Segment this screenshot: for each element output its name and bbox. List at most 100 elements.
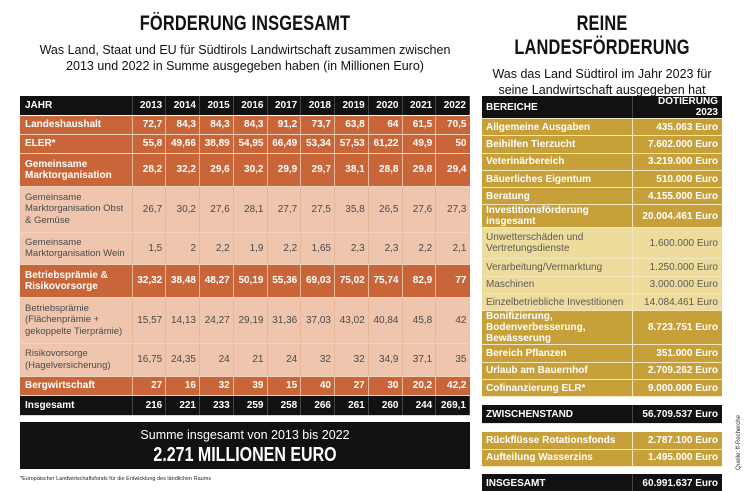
table-row: Gemeinsame Marktorganisation Wein 1,5 2 2,2… (20, 232, 470, 265)
cell-value: 37,1 (402, 343, 437, 377)
cell-value: 2,2 (199, 232, 234, 265)
cell-value: 32 (334, 343, 369, 377)
row-value: 3.219.000 Euro (631, 153, 722, 171)
cell-value: 29,4 (435, 153, 470, 187)
header-year: 2022 (435, 96, 470, 116)
cell-value: 26,5 (368, 186, 403, 233)
row-label: Gemeinsame Marktorganisation (20, 153, 133, 187)
spacer-cell (482, 396, 722, 405)
cell-value: 2,3 (334, 232, 369, 265)
cell-value: 261 (334, 395, 369, 416)
row-label: Einzelbetriebliche Investitionen (482, 293, 632, 312)
cell-value: 84,3 (233, 115, 268, 135)
cell-value: 27,7 (267, 186, 302, 233)
cell-value: 50,19 (233, 264, 268, 298)
table-header-row: JAHR 2013 2014 2015 2016 2017 2018 2019 2020 2021… (20, 96, 470, 116)
table-row: Unwetterschäden und Vertretungsdienste 1.… (482, 227, 722, 260)
table-row: Bereich Pflanzen 351.000 Euro (482, 344, 722, 363)
cell-value: 35,8 (334, 186, 369, 233)
spacer-cell (482, 423, 722, 432)
table-row: Gemeinsame Marktorganisation 28,2 32,2 29,6… (20, 153, 470, 187)
row-value: 20.004.461 Euro (631, 204, 722, 229)
cell-value: 15 (267, 376, 302, 396)
cell-value: 27,5 (300, 186, 335, 233)
cell-value: 75,74 (368, 264, 403, 298)
total-row: Insgesamt 216 221 233 259 258 266 261 260 244 269,… (20, 395, 470, 416)
table-row: Investitionsförderung insgesamt 20.004.46… (482, 204, 722, 229)
row-label: Unwetterschäden und Vertretungsdienste (482, 227, 632, 260)
cell-value: 42 (435, 297, 470, 344)
row-label: Aufteilung Wasserzins (482, 449, 632, 467)
left-subtitle: Was Land, Staat und EU für Südtirols Lan… (20, 42, 470, 74)
cell-value: 258 (267, 395, 302, 416)
cell-value: 54,95 (233, 134, 268, 154)
header-year: 2021 (402, 96, 437, 116)
row-value: 435.063 Euro (631, 118, 722, 137)
cell-value: 66,49 (267, 134, 302, 154)
cell-value: 221 (165, 395, 200, 416)
table-row: Landeshaushalt 72,7 84,3 84,3 84,3 91,2 73,7 63… (20, 115, 470, 135)
table-row: ELER* 55,8 49,66 38,89 54,95 66,49 53,34 57,53 6… (20, 134, 470, 154)
cell-value: 29,6 (199, 153, 234, 187)
row-value: 351.000 Euro (631, 344, 722, 363)
cell-value: 28,2 (132, 153, 167, 187)
row-label: Betriebsprämie (Flächenprämie + gekoppel… (20, 297, 133, 344)
cell-value: 16,75 (132, 343, 167, 377)
cell-value: 28,1 (233, 186, 268, 233)
sum-value: 2.271 MILLIONEN EURO (153, 444, 337, 466)
cell-value: 61,5 (402, 115, 437, 135)
cell-value: 24,35 (165, 343, 200, 377)
row-value: 2.709.262 Euro (631, 362, 722, 380)
cell-value: 216 (132, 395, 167, 416)
cell-value: 40 (300, 376, 335, 396)
cell-value: 244 (402, 395, 437, 416)
row-label: Insgesamt (20, 395, 133, 416)
spacer-row (482, 423, 722, 432)
cell-value: 72,7 (132, 115, 167, 135)
cell-value: 24,27 (199, 297, 234, 344)
cell-value: 39 (233, 376, 268, 396)
row-value: 1.495.000 Euro (631, 449, 722, 467)
source-note: Quelle: ff-Recherche (736, 415, 742, 470)
cell-value: 233 (199, 395, 234, 416)
right-subtitle: Was das Land Südtirol im Jahr 2023 für s… (482, 66, 722, 98)
total-row: INSGESAMT 60.991.637 Euro (482, 474, 722, 491)
cell-value: 31,36 (267, 297, 302, 344)
row-label: Bonifizierung, Bodenverbesserung, Bewäss… (482, 310, 632, 346)
row-label: Allgemeine Ausgaben (482, 118, 632, 137)
row-value: 7.602.000 Euro (631, 135, 722, 154)
cell-value: 38,1 (334, 153, 369, 187)
cell-value: 32,2 (165, 153, 200, 187)
header-year: 2014 (165, 96, 200, 116)
left-subtitle-line1: Was Land, Staat und EU für Südtirols Lan… (39, 43, 451, 57)
cell-value: 70,5 (435, 115, 470, 135)
row-label: BEREICHE (482, 96, 632, 119)
cell-value: 77 (435, 264, 470, 298)
header-year: 2020 (368, 96, 403, 116)
row-label: Rückflüsse Rotationsfonds (482, 431, 632, 450)
cell-value: 1,5 (132, 232, 167, 265)
row-label: Bergwirtschaft (20, 376, 133, 396)
subtotal-row: ZWISCHENSTAND 56.709.537 Euro (482, 404, 722, 425)
table-row: Urlaub am Bauernhof 2.709.262 Euro (482, 362, 722, 380)
left-title: FÖRDERUNG INSGESAMT (139, 12, 351, 35)
cell-value: 55,8 (132, 134, 167, 154)
row-value: 1.600.000 Euro (631, 227, 722, 260)
cell-value: 2,1 (435, 232, 470, 265)
table-row: Bergwirtschaft 27 16 32 39 15 40 27 30 20,2 42,2 (20, 376, 470, 396)
cell-value: 27 (132, 376, 167, 396)
row-value: DOTIERUNG 2023 (631, 96, 722, 119)
cell-value: 259 (233, 395, 268, 416)
cell-value: 21 (233, 343, 268, 377)
row-label: INSGESAMT (482, 474, 632, 491)
table-row: Veterinärbereich 3.219.000 Euro (482, 153, 722, 171)
cell-value: 20,2 (402, 376, 437, 396)
right-subtitle-line1: Was das Land Südtirol im Jahr 2023 für (492, 67, 712, 81)
table-row: Aufteilung Wasserzins 1.495.000 Euro (482, 449, 722, 467)
funding-by-year-table: JAHR 2013 2014 2015 2016 2017 2018 2019 2020 2021… (20, 96, 470, 416)
table-row: Bonifizierung, Bodenverbesserung, Bewäss… (482, 310, 722, 346)
table-row: Maschinen 3.000.000 Euro (482, 276, 722, 295)
cell-value: 61,22 (368, 134, 403, 154)
left-subtitle-line2: 2013 und 2022 in Summe ausgegeben haben … (66, 59, 424, 73)
table-row: Verarbeitung/Vermarktung 1.250.000 Euro (482, 258, 722, 277)
